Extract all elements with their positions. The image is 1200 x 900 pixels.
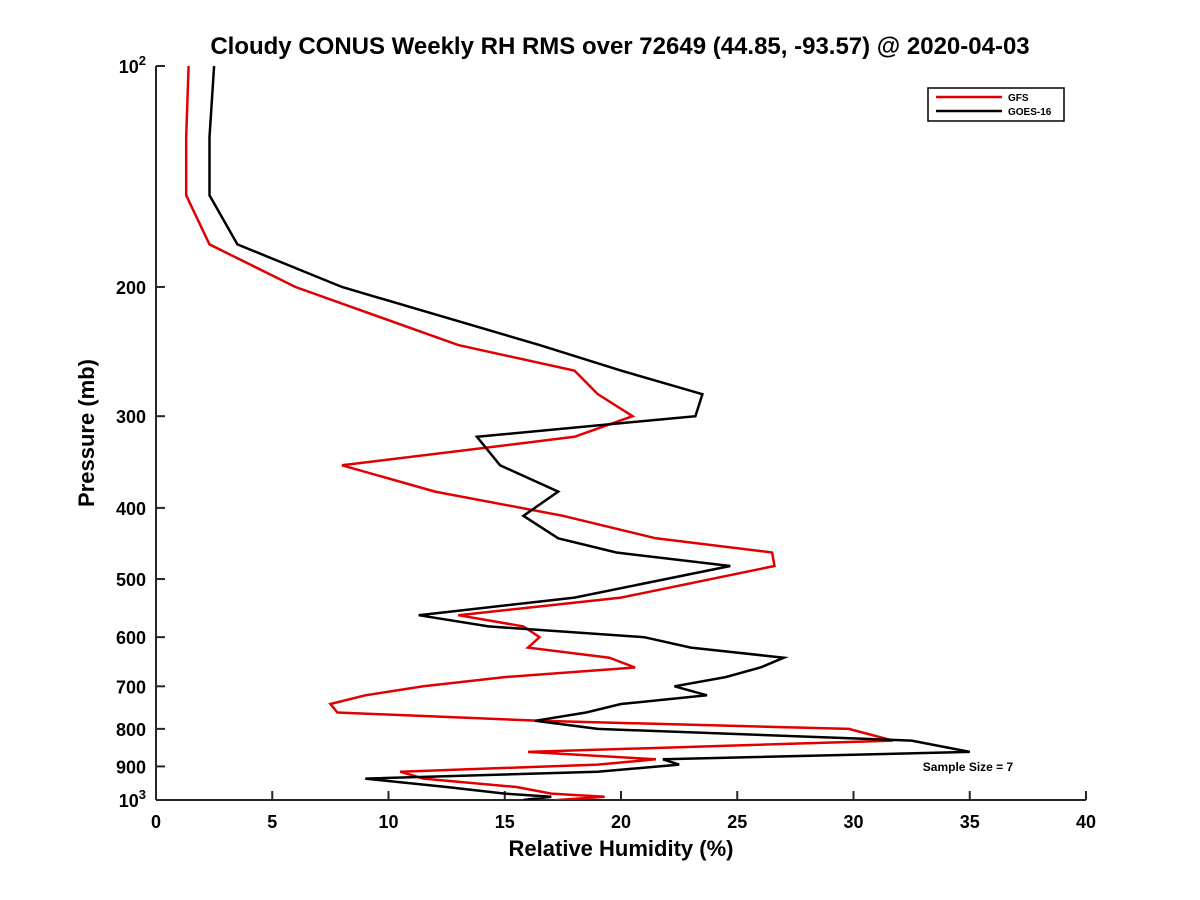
x-tick-label: 40	[1076, 812, 1096, 832]
x-ticks: 0 5 10 15 20 25 30 35 40	[151, 791, 1096, 832]
y-tick-label: 103	[119, 787, 146, 811]
x-tick-label: 25	[727, 812, 747, 832]
x-tick-label: 30	[843, 812, 863, 832]
y-tick-base: 10	[119, 57, 139, 77]
chart-title: Cloudy CONUS Weekly RH RMS over 72649 (4…	[210, 33, 1029, 60]
y-tick-label: 800	[116, 720, 146, 740]
x-tick-label: 5	[267, 812, 277, 832]
legend: GFS GOES-16	[927, 87, 1065, 122]
y-tick-exponent: 3	[139, 787, 146, 802]
y-tick-label: 900	[116, 757, 146, 777]
y-axis-label: Pressure (mb)	[74, 359, 99, 507]
x-tick-label: 35	[960, 812, 980, 832]
y-tick-label: 200	[116, 278, 146, 298]
x-tick-label: 20	[611, 812, 631, 832]
legend-label-gfs: GFS	[1008, 93, 1029, 104]
sample-size-annotation: Sample Size = 7	[923, 760, 1014, 774]
x-tick-label: 0	[151, 812, 161, 832]
y-tick-label: 500	[116, 570, 146, 590]
x-tick-label: 10	[378, 812, 398, 832]
axes	[155, 66, 1086, 801]
x-axis-label: Relative Humidity (%)	[509, 836, 734, 861]
series-line-goes16	[208, 66, 971, 800]
y-tick-exponent: 2	[139, 53, 146, 68]
y-tick-label: 700	[116, 677, 146, 697]
series-lines	[184, 66, 971, 800]
legend-label-goes16: GOES-16	[1008, 107, 1052, 118]
x-tick-label: 15	[495, 812, 515, 832]
y-tick-label: 600	[116, 628, 146, 648]
y-tick-label: 400	[116, 499, 146, 519]
series-line-gfs	[184, 66, 894, 800]
y-tick-label: 102	[119, 53, 146, 77]
y-tick-label: 300	[116, 407, 146, 427]
legend-box	[927, 87, 1065, 122]
y-tick-base: 10	[119, 791, 139, 811]
